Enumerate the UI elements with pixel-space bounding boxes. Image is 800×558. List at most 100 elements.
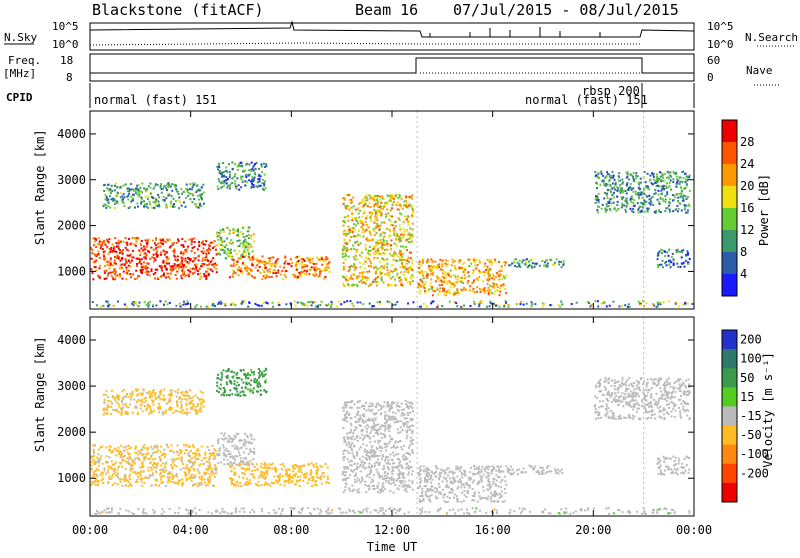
echo-cell [250,384,252,386]
echo-cell [375,242,377,244]
echo-cell [389,235,391,237]
echo-cell [236,253,238,255]
ground-cell [261,305,263,307]
echo-cell [411,260,413,262]
echo-cell [146,254,148,256]
echo-cell [346,433,348,435]
echo-cell [104,194,106,196]
echo-cell [354,229,356,231]
echo-cell [120,451,122,453]
echo-cell [116,246,118,248]
echo-cell [278,478,280,480]
echo-cell [494,259,496,261]
echo-cell [604,192,606,194]
echo-cell [150,475,152,477]
echo-cell [561,266,563,268]
echo-cell [344,221,346,223]
echo-cell [252,458,254,460]
echo-cell [101,446,103,448]
echo-cell [325,258,327,260]
ground-cell [369,303,371,305]
echo-cell [643,188,645,190]
echo-cell [366,431,368,433]
echo-cell [633,172,635,174]
ground-cell [561,303,563,305]
echo-cell [362,229,364,231]
echo-cell [356,284,358,286]
echo-cell [285,260,287,262]
echo-cell [223,459,225,461]
echo-cell [203,247,205,249]
echo-cell [171,459,173,461]
echo-cell [160,185,162,187]
echo-cell [357,222,359,224]
echo-cell [170,481,172,483]
echo-cell [130,447,132,449]
echo-cell [112,198,114,200]
echo-cell [682,200,684,202]
echo-cell [165,197,167,199]
echo-cell [91,456,93,458]
date-range: 07/Jul/2015 - 08/Jul/2015 [453,1,679,19]
echo-cell [368,271,370,273]
echo-cell [269,271,271,273]
echo-cell [165,261,167,263]
echo-cell [319,273,321,275]
echo-cell [679,177,681,179]
echo-cell [318,259,320,261]
echo-cell [301,261,303,263]
echo-cell [240,176,242,178]
echo-cell [182,254,184,256]
echo-cell [359,254,361,256]
echo-cell [93,449,95,451]
echo-cell [199,189,201,191]
echo-cell [161,469,163,471]
echo-cell [659,186,661,188]
echo-cell [241,460,243,462]
echo-cell [247,464,249,466]
echo-cell [382,258,384,260]
ground-cell [520,303,522,305]
echo-cell [91,249,93,251]
echo-cell [192,406,194,408]
echo-cell [152,240,154,242]
echo-cell [372,281,374,283]
echo-cell [224,240,226,242]
echo-cell [635,193,637,195]
echo-cell [153,257,155,259]
y-tick-label: 2000 [57,219,86,233]
echo-cell [358,213,360,215]
echo-cell [103,255,105,257]
echo-cell [658,201,660,203]
echo-cell [370,250,372,252]
ground-cell [180,306,182,308]
echo-cell [98,465,100,467]
echo-cell [672,178,674,180]
echo-cell [118,398,120,400]
echo-cell [119,241,121,243]
echo-cell [522,259,524,261]
echo-cell [189,389,191,391]
echo-cell [218,235,220,237]
echo-cell [665,201,667,203]
echo-cell [472,282,474,284]
echo-cell [259,383,261,385]
echo-cell [121,264,123,266]
echo-cell [493,293,495,295]
echo-cell [188,274,190,276]
echo-cell [161,475,163,477]
echo-cell [213,453,215,455]
echo-cell [161,454,163,456]
echo-cell [169,450,171,452]
echo-cell [547,265,549,267]
echo-cell [347,477,349,479]
echo-cell [672,194,674,196]
echo-cell [125,403,127,405]
echo-cell [204,259,206,261]
ground-cell [523,304,525,306]
echo-cell [393,243,395,245]
echo-cell [390,195,392,197]
echo-cell [155,239,157,241]
echo-cell [147,404,149,406]
